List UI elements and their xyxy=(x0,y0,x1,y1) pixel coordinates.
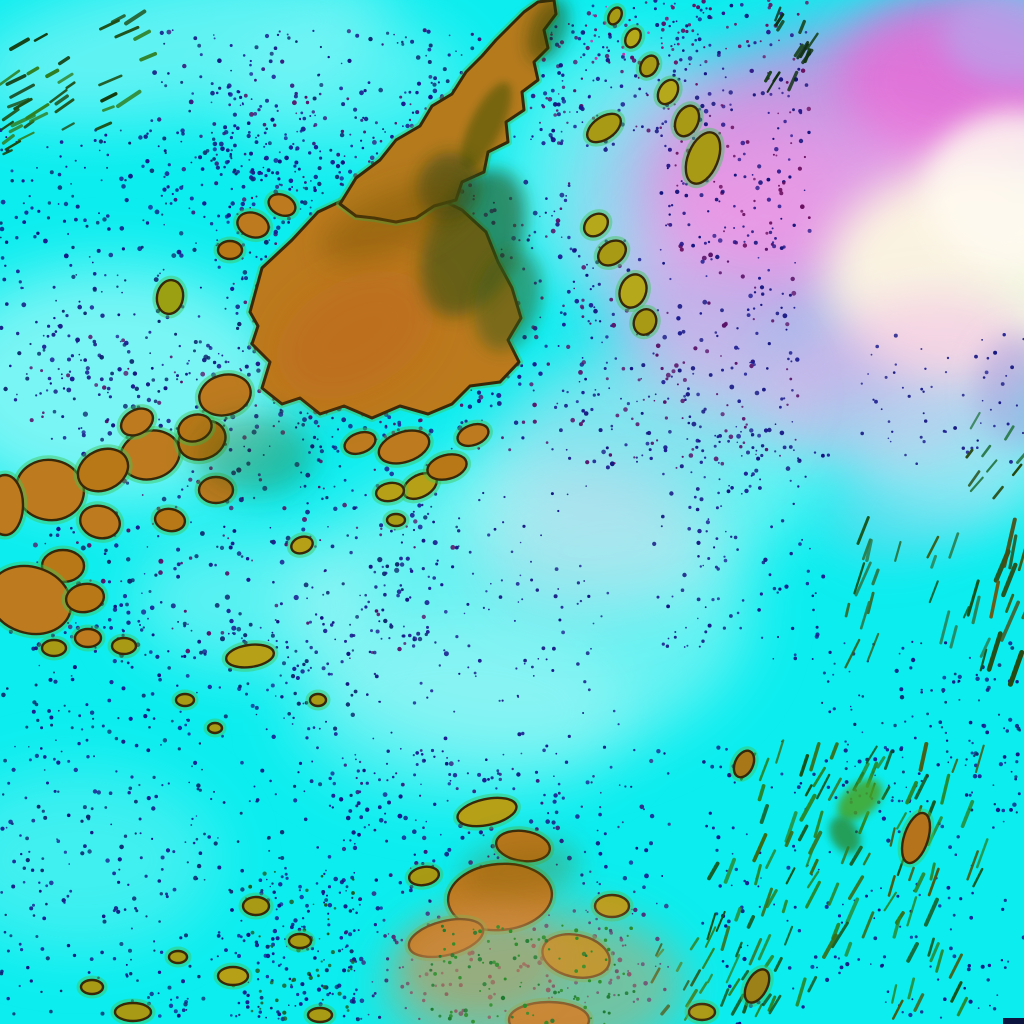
speckle-field-bottom-midleft xyxy=(230,869,361,1022)
green-mass-bottomright xyxy=(829,779,883,854)
streaks-topleft-edge xyxy=(0,81,76,156)
mass-shading xyxy=(195,0,580,902)
streaks-topleft-corner xyxy=(0,9,158,131)
streaks-right-edge-upper xyxy=(965,411,1024,500)
speckle-field-chain-trail xyxy=(559,239,802,471)
streaks-in-pink xyxy=(764,6,819,93)
streaks-right-long xyxy=(986,517,1024,687)
speckle-field-center2-sparse xyxy=(301,478,591,622)
speckle-field-magenta-dots xyxy=(590,4,680,60)
streaks-right-middle xyxy=(844,516,1024,672)
bottomright-orange-cores xyxy=(729,746,935,1008)
speckle-field-midright-sparse xyxy=(649,428,831,661)
green-texture-over-salmon xyxy=(429,924,636,1024)
speckle-field-center-sparse xyxy=(360,588,620,782)
corner-dark-bar xyxy=(1003,1018,1024,1024)
streaks-bottomright-b xyxy=(804,742,918,959)
speckle-field-right-sparse xyxy=(860,333,1024,466)
olive-chain xyxy=(152,3,725,340)
pink-cloud xyxy=(481,0,1024,618)
mass-lower-right-fragments xyxy=(213,189,493,531)
